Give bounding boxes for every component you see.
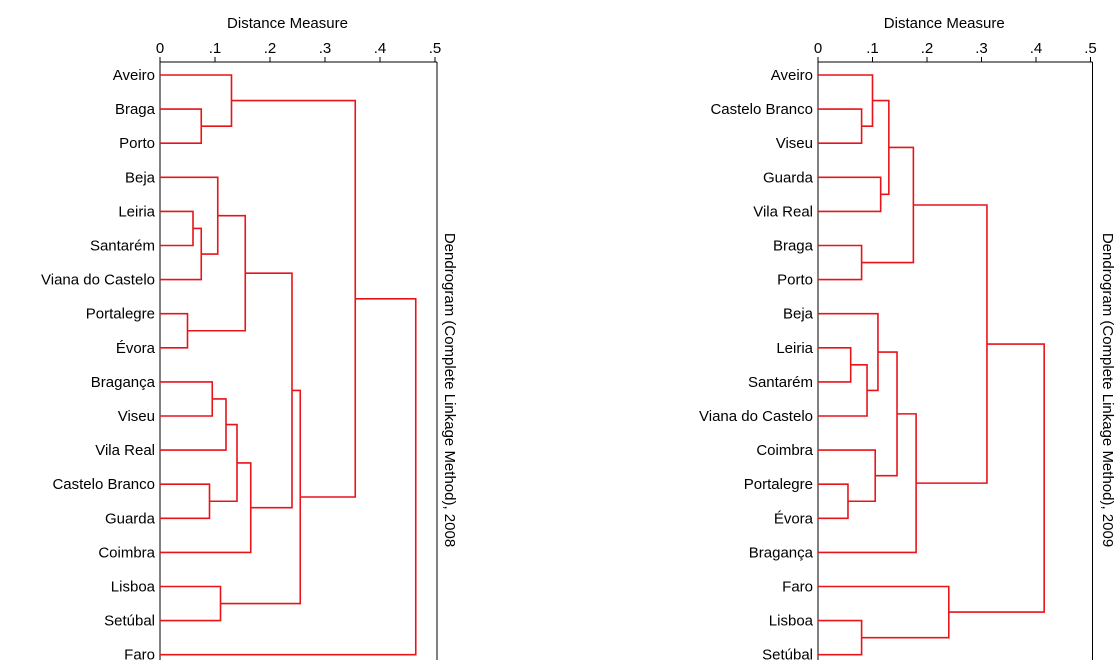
leaf-label: Viseu [776,135,813,152]
leaf-label: Beja [783,306,814,323]
dendrogram-branch [913,204,988,484]
leaf-label: Faro [782,579,813,596]
dendrogram-panel-2: Distance Measure 0 .1 .2 .3 .4 .5 Dendrogram (C… [699,15,1116,665]
leaf-label: Viana do Castelo [699,408,813,425]
x-axis-title: Distance Measure [227,15,348,32]
leaf-label: Vila Real [95,442,155,459]
x-tick-label: .1 [209,40,222,57]
dendrogram-branch [160,585,222,622]
x-tick-label: .4 [1030,40,1043,57]
x-tick-label: .2 [264,40,277,57]
x-tick-label: .4 [374,40,387,57]
x-tick-label: .1 [866,40,879,57]
dendrogram-branch [245,272,293,509]
dendrogram-branch [818,176,882,213]
leaf-label: Bragança [91,374,156,391]
leaf-label: Évora [774,510,814,527]
x-tick-label: .3 [319,40,332,57]
leaf-label: Braga [773,238,814,255]
leaf-label: Santarém [90,238,155,255]
dendrogram-branch [818,108,863,144]
leaf-label: Guarda [105,510,156,527]
leaf-label: Viana do Castelo [41,272,155,289]
dendrogram-branch [818,244,863,281]
leaf-label: Porto [777,272,813,289]
leaf-label: Portalegre [86,306,155,323]
dendrogram-branch [160,312,189,349]
dendrogram-branch [160,210,194,247]
leaf-label: Aveiro [113,67,155,84]
dendrogram-branch [160,176,219,255]
leaf-label: Leiria [776,340,813,357]
leaf-label: Guarda [763,169,814,186]
leaf-label: Porto [119,135,155,152]
leaf-label: Castelo Branco [52,476,155,493]
dendrogram-branch [160,227,203,281]
dendrogram-branch [948,343,1045,613]
x-tick-label: 0 [814,40,822,57]
chart-title: Dendrogram (Complete Linkage Method), 20… [441,233,458,547]
dendrogram-branch [818,483,849,520]
dendrogram-branch [160,398,227,451]
leaf-label: Braga [115,101,156,118]
dendrogram-branch [818,364,868,417]
dendrogram-branch [818,619,863,656]
dendrogram-branch [818,449,877,503]
dendrogram-branch [818,585,950,639]
dendrogram-branch [160,297,417,656]
x-tick-label: .2 [921,40,934,57]
dendrogram-branch [220,389,302,605]
dendrogram-branch [187,214,247,332]
leaf-label: Castelo Branco [710,101,813,118]
leaf-label: Setúbal [762,647,813,660]
leaf-label: Viseu [118,408,155,425]
x-tick-label: 0 [156,40,164,57]
x-tick-label: .5 [1084,40,1097,57]
leaf-label: Coimbra [98,544,155,561]
dendrogram-branch [818,413,917,554]
leaf-label: Beja [125,169,156,186]
leaf-label: Setúbal [104,613,155,630]
leaf-label: Évora [116,340,156,357]
dendrogram-branch [209,423,238,503]
dendrogram-branch [160,108,203,144]
dendrogram-branch [160,74,233,127]
leaf-label: Faro [124,647,155,660]
leaf-label: Coimbra [756,442,813,459]
dendrogram-branch [861,146,915,264]
dendrogram-branch [818,347,852,383]
dendrogram-branch [818,74,874,127]
x-tick-label: .5 [429,40,442,57]
x-tick-label: .3 [975,40,988,57]
dendrogram-branch [818,312,879,392]
dendrogram-branch [160,381,214,417]
leaf-label: Aveiro [771,67,813,84]
dendrogram-branch [160,483,211,520]
x-axis-title: Distance Measure [884,15,1005,32]
leaf-label: Lisboa [769,613,814,630]
chart-title: Dendrogram (Complete Linkage Method), 20… [1099,233,1116,547]
dendrogram-panel-1: Distance Measure 0 .1 .2 .3 .4 .5 Dendrogram (C… [41,15,458,665]
leaf-label: Bragança [749,544,814,561]
leaf-label: Leiria [118,203,155,220]
leaf-label: Santarém [748,374,813,391]
leaf-label: Lisboa [111,579,156,596]
dendrogram-branch [231,99,357,498]
leaf-label: Vila Real [753,203,813,220]
leaf-label: Portalegre [744,476,813,493]
